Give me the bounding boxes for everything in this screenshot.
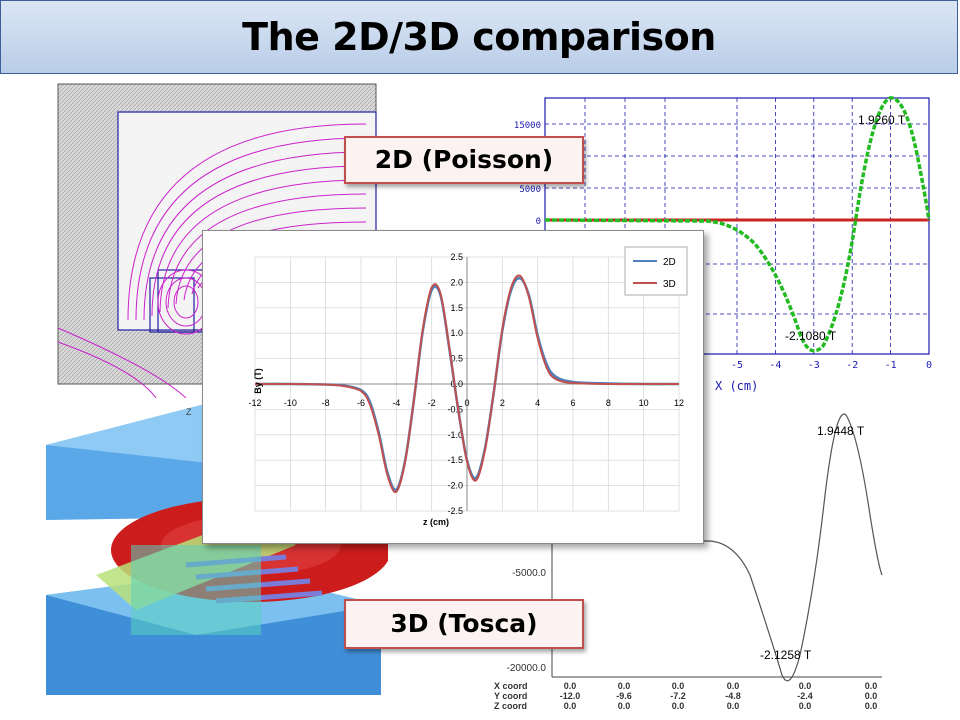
poisson-y-tick: 0 xyxy=(536,217,541,227)
coord-value: 0.0 xyxy=(672,681,685,691)
tosca-y-tick-1: -5000.0 xyxy=(512,568,546,579)
comparison-y-axis-label: By (T) xyxy=(253,368,263,394)
poisson-x-axis-label: X (cm) xyxy=(715,379,758,393)
tosca-field-curve xyxy=(552,413,883,682)
comparison-y-tick: 2.5 xyxy=(450,252,463,262)
comparison-x-tick: 8 xyxy=(606,398,611,408)
comparison-y-tick: -0.5 xyxy=(447,404,463,414)
comparison-x-tick: 4 xyxy=(535,398,540,408)
coord-value: 0.0 xyxy=(672,701,685,711)
comparison-y-tick: 1.0 xyxy=(450,328,463,338)
coord-value: 0.0 xyxy=(618,681,631,691)
tosca-y-tick-2: -20000.0 xyxy=(507,663,547,674)
callout-2d-poisson: 2D (Poisson) xyxy=(344,136,584,184)
coord-value: 0.0 xyxy=(727,701,740,711)
coord-row-label: Z coord xyxy=(494,701,527,711)
comparison-x-tick: 10 xyxy=(639,398,649,408)
comparison-y-tick: 0.0 xyxy=(450,379,463,389)
comparison-x-tick: -10 xyxy=(284,398,297,408)
tosca-peak-label: 1.9448 T xyxy=(817,424,865,438)
coord-value: 0.0 xyxy=(618,701,631,711)
comparison-x-ticks: -12 -10 -8 -6 -4 -2 0 2 4 6 8 10 12 xyxy=(248,398,684,408)
comparison-x-tick: 2 xyxy=(500,398,505,408)
poisson-x-tick: -5 xyxy=(731,360,743,371)
coord-value: 0.0 xyxy=(564,681,577,691)
comparison-y-tick: 0.5 xyxy=(450,354,463,364)
slide-title: The 2D/3D comparison xyxy=(242,15,716,59)
poisson-x-tick: -4 xyxy=(769,360,781,371)
coord-value: -4.8 xyxy=(725,691,741,701)
comparison-y-tick: -1.5 xyxy=(447,455,463,465)
coord-value: -7.2 xyxy=(670,691,686,701)
legend-2d-label: 2D xyxy=(663,257,676,268)
coord-value: 0.0 xyxy=(727,681,740,691)
comparison-x-tick: 0 xyxy=(464,398,469,408)
title-bar: The 2D/3D comparison xyxy=(0,0,958,74)
comparison-x-tick: -4 xyxy=(392,398,400,408)
poisson-trough-label: -2.1080 T xyxy=(785,329,837,343)
svg-text:Z: Z xyxy=(186,407,192,417)
coord-value: 0.0 xyxy=(865,691,878,701)
poisson-x-tick: -2 xyxy=(846,360,858,371)
comparison-x-tick: -2 xyxy=(428,398,436,408)
tosca-coord-table: X coord 0.0 0.0 0.0 0.0 0.0 0.0Y coord -12.0 -9.… xyxy=(494,681,877,711)
coord-value: 0.0 xyxy=(564,701,577,711)
comparison-y-tick: 2.0 xyxy=(450,277,463,287)
comparison-y-tick: -1.0 xyxy=(447,430,463,440)
comparison-x-tick: 12 xyxy=(674,398,684,408)
poisson-x-tick: -1 xyxy=(885,360,897,371)
coord-value: 0.0 xyxy=(799,701,812,711)
coord-value: 0.0 xyxy=(865,701,878,711)
legend-3d-label: 3D xyxy=(663,279,676,290)
comparison-x-tick: -8 xyxy=(322,398,330,408)
series-3d-line xyxy=(254,274,679,494)
coord-row-label: X coord xyxy=(494,681,528,691)
comparison-x-tick: -6 xyxy=(357,398,365,408)
comparison-legend: 2D 3D xyxy=(624,246,688,296)
poisson-y-tick: 15000 xyxy=(514,121,541,131)
coord-row-label: Y coord xyxy=(494,691,527,701)
comparison-x-tick: -12 xyxy=(248,398,261,408)
coord-value: -12.0 xyxy=(560,691,581,701)
poisson-y-tick: 5000 xyxy=(519,185,541,195)
coord-value: -2.4 xyxy=(797,691,813,701)
comparison-chart: 2.5 2.0 1.5 1.0 0.5 0.0 -0.5 -1.0 -1.5 -2.0 -2.5 -… xyxy=(202,230,704,544)
tosca-trough-label: -2.1258 T xyxy=(760,648,812,662)
comparison-y-tick: 1.5 xyxy=(450,303,463,313)
poisson-x-tick: -3 xyxy=(808,360,820,371)
comparison-x-axis-label: z (cm) xyxy=(423,517,449,527)
coord-value: 0.0 xyxy=(865,681,878,691)
coord-value: -9.6 xyxy=(616,691,632,701)
comparison-y-tick: -2.5 xyxy=(447,506,463,516)
coord-value: 0.0 xyxy=(799,681,812,691)
comparison-y-ticks: 2.5 2.0 1.5 1.0 0.5 0.0 -0.5 -1.0 -1.5 -2.0 -2.5 xyxy=(447,252,463,516)
poisson-peak-label: 1.9260 T xyxy=(858,113,906,127)
poisson-x-ticks: -5 -4 -3 -2 -1 0 xyxy=(731,360,932,371)
poisson-field-curve xyxy=(544,96,931,353)
comparison-x-tick: 6 xyxy=(570,398,575,408)
comparison-series xyxy=(254,274,680,494)
comparison-y-tick: -2.0 xyxy=(447,481,463,491)
poisson-x-tick: 0 xyxy=(926,360,932,371)
callout-3d-tosca: 3D (Tosca) xyxy=(344,599,584,649)
